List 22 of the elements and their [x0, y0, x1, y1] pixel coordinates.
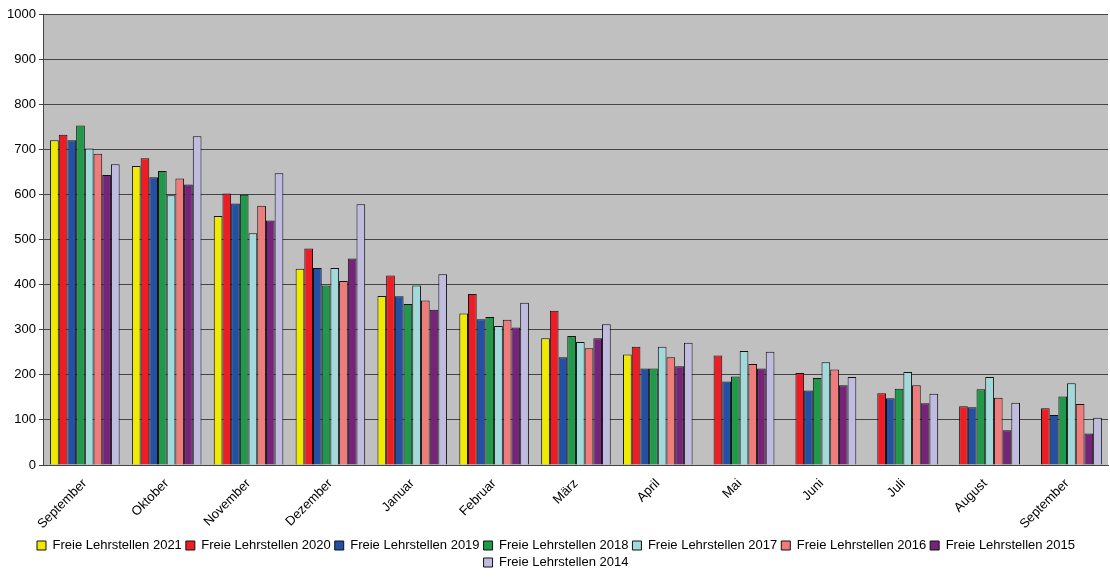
legend-label: Freie Lehrstellen 2014	[499, 554, 629, 570]
y-tick-label: 200	[14, 366, 36, 382]
x-tick-label: Juni	[798, 475, 827, 504]
legend-label: Freie Lehrstellen 2020	[201, 537, 331, 553]
y-tick-label: 700	[14, 140, 36, 156]
legend-label: Freie Lehrstellen 2018	[499, 537, 629, 553]
x-tick-label: Mai	[718, 475, 745, 501]
legend-label: Freie Lehrstellen 2015	[945, 537, 1076, 553]
y-tick-label: 0	[28, 456, 36, 472]
legend-label: Freie Lehrstellen 2019	[350, 537, 480, 553]
y-tick-label: 600	[14, 185, 36, 201]
y-tick-label: 500	[14, 231, 36, 247]
legend-label: Freie Lehrstellen 2021	[52, 537, 182, 553]
x-tick-label: Juli	[883, 475, 909, 500]
legend-label: Freie Lehrstellen 2016	[796, 537, 927, 553]
y-tick-label: 800	[14, 95, 36, 111]
y-tick-label: 300	[14, 321, 36, 337]
y-tick-label: 1000	[7, 5, 36, 21]
y-tick-label: 400	[14, 276, 36, 292]
y-tick-label: 100	[14, 411, 36, 427]
legend-label: Freie Lehrstellen 2017	[647, 537, 778, 553]
y-tick-label: 900	[14, 50, 36, 66]
